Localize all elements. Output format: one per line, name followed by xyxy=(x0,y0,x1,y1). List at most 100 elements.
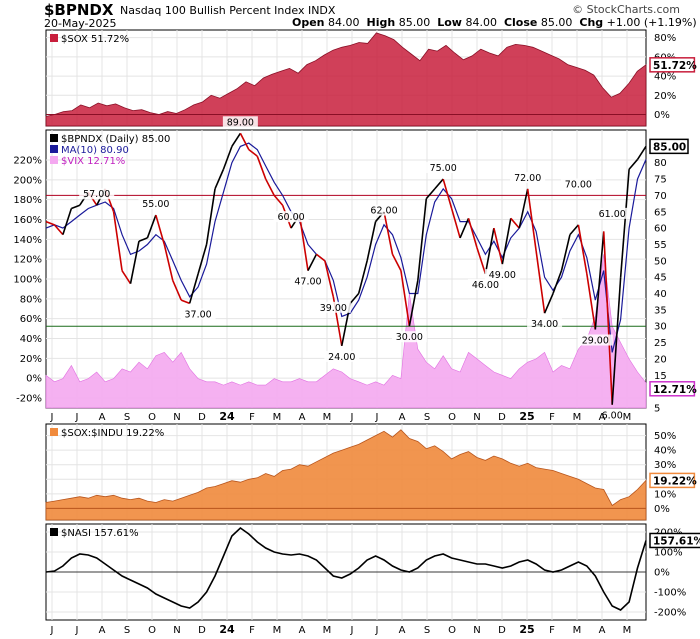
bpndx-segment xyxy=(484,227,495,275)
bpndx-segment xyxy=(510,217,520,229)
nasi-last-value: 157.61% xyxy=(653,535,700,547)
bpndx-segment xyxy=(273,194,284,206)
y-tick-label-left: 220% xyxy=(13,156,42,167)
y-tick-label: 0% xyxy=(654,110,670,121)
y-tick-label-left: -20% xyxy=(16,394,42,405)
bpndx-segment xyxy=(586,273,597,330)
nasi-last-value-box xyxy=(649,532,700,549)
y-tick-label: 0% xyxy=(654,504,670,515)
annotation-bg xyxy=(290,275,326,287)
bpndx-segment xyxy=(450,208,461,239)
y-tick-label-right: 60 xyxy=(654,224,667,235)
annotation-label: 60.00 xyxy=(277,212,304,223)
annotation-bg xyxy=(138,198,174,210)
bpndx-segment xyxy=(611,277,622,405)
y-tick-label-left: 40% xyxy=(20,334,42,345)
bpndx-segment xyxy=(129,241,140,284)
y-tick-label-right: 55 xyxy=(654,240,667,251)
y-tick-label-right: 5 xyxy=(654,404,660,415)
bpndx-segment xyxy=(602,231,613,405)
legend-text: $SOX 51.72% xyxy=(61,34,129,45)
y-tick-label-left: 180% xyxy=(13,195,42,206)
bpndx-last-value-box xyxy=(649,138,689,155)
x-month-label: J xyxy=(50,625,54,636)
annotation-bg xyxy=(324,350,360,362)
x-month-label: D xyxy=(498,412,506,423)
x-month-label: A xyxy=(399,625,406,636)
bpndx-segment xyxy=(197,244,208,275)
annotation-label: 37.00 xyxy=(185,309,212,320)
x-month-label: M xyxy=(573,625,582,636)
x-month-label: F xyxy=(549,625,555,636)
bpndx-segment xyxy=(163,244,174,281)
annotation-label: 89.00 xyxy=(227,117,254,128)
bpndx-segment xyxy=(552,270,563,294)
x-month-label: M xyxy=(323,625,332,636)
y-tick-label-right: 40 xyxy=(654,289,667,300)
legend-swatch xyxy=(50,34,58,42)
high-value: 85.00 xyxy=(398,16,431,29)
x-month-label: A xyxy=(599,625,606,636)
y-tick-label-left: 20% xyxy=(20,354,42,365)
annotation-label: 55.00 xyxy=(142,199,169,210)
bpndx-segment xyxy=(265,178,275,196)
chart-header: $BPNDX Nasdaq 100 Bullish Percent Index … xyxy=(0,0,700,30)
y-tick-label-right: 30 xyxy=(654,322,667,333)
bpndx-segment xyxy=(493,227,504,265)
open-label: Open xyxy=(292,16,325,29)
x-month-label: M xyxy=(623,412,632,423)
x-month-label: O xyxy=(448,625,456,636)
x-month-label: A xyxy=(299,625,306,636)
bpndx-segment xyxy=(180,299,190,305)
bpndx-segment xyxy=(231,132,242,147)
bpndx-segment xyxy=(298,214,309,271)
y-tick-label-left: 200% xyxy=(13,175,42,186)
chart-date: 20-May-2025 xyxy=(44,17,117,30)
low-value: 84.00 xyxy=(465,16,497,29)
x-month-label: N xyxy=(473,412,480,423)
bpndx-segment xyxy=(400,270,411,327)
annotation-bg xyxy=(510,171,546,183)
x-month-label: O xyxy=(148,625,156,636)
y-tick-label: 40% xyxy=(654,446,676,457)
y-tick-label-left: 120% xyxy=(13,255,42,266)
ratio-last-value-box xyxy=(649,472,696,489)
y-tick-label: 80% xyxy=(654,33,676,44)
annotation-bg xyxy=(594,207,630,219)
legend-swatch xyxy=(50,156,58,164)
y-tick-label-right: 15 xyxy=(654,371,667,382)
x-month-label: N xyxy=(473,625,480,636)
annotation-label: 34.00 xyxy=(531,319,558,330)
y-tick-label: 0% xyxy=(654,568,670,579)
bpndx-segment xyxy=(53,224,64,236)
x-month-label: J xyxy=(375,412,379,423)
y-tick-label: 10% xyxy=(654,489,676,500)
annotation-bg xyxy=(222,116,258,128)
bpndx-segment xyxy=(594,231,605,330)
bpndx-segment xyxy=(425,188,436,200)
ohlc-readout: Open 84.00 High 85.00 Low 84.00 Close 85… xyxy=(292,16,697,29)
y-tick-label: 30% xyxy=(654,460,676,471)
close-label: Close xyxy=(503,16,538,29)
legend-text: $VIX 12.71% xyxy=(61,156,125,167)
x-month-label: O xyxy=(148,412,156,423)
bpndx-segment xyxy=(172,280,182,301)
bpndx-segment xyxy=(467,218,478,248)
x-month-label: J xyxy=(75,625,79,636)
x-month-label: A xyxy=(399,412,406,423)
bpndx-last-value: 85.00 xyxy=(653,141,686,153)
x-month-label: N xyxy=(173,412,180,423)
annotation-label: 49.00 xyxy=(489,270,516,281)
annotation-label: 46.00 xyxy=(472,280,499,291)
bpndx-segment xyxy=(501,218,512,265)
annotation-bg xyxy=(484,269,520,281)
y-tick-label-left: 60% xyxy=(20,314,42,325)
y-tick-label: 100% xyxy=(654,548,683,559)
annotation-bg xyxy=(560,178,596,190)
bpndx-segment xyxy=(569,224,580,236)
x-month-label: A xyxy=(99,412,106,423)
bpndx-segment xyxy=(188,273,199,304)
x-month-label: J xyxy=(350,412,354,423)
bpndx-segment xyxy=(138,237,148,242)
close-value: 85.00 xyxy=(540,16,573,29)
